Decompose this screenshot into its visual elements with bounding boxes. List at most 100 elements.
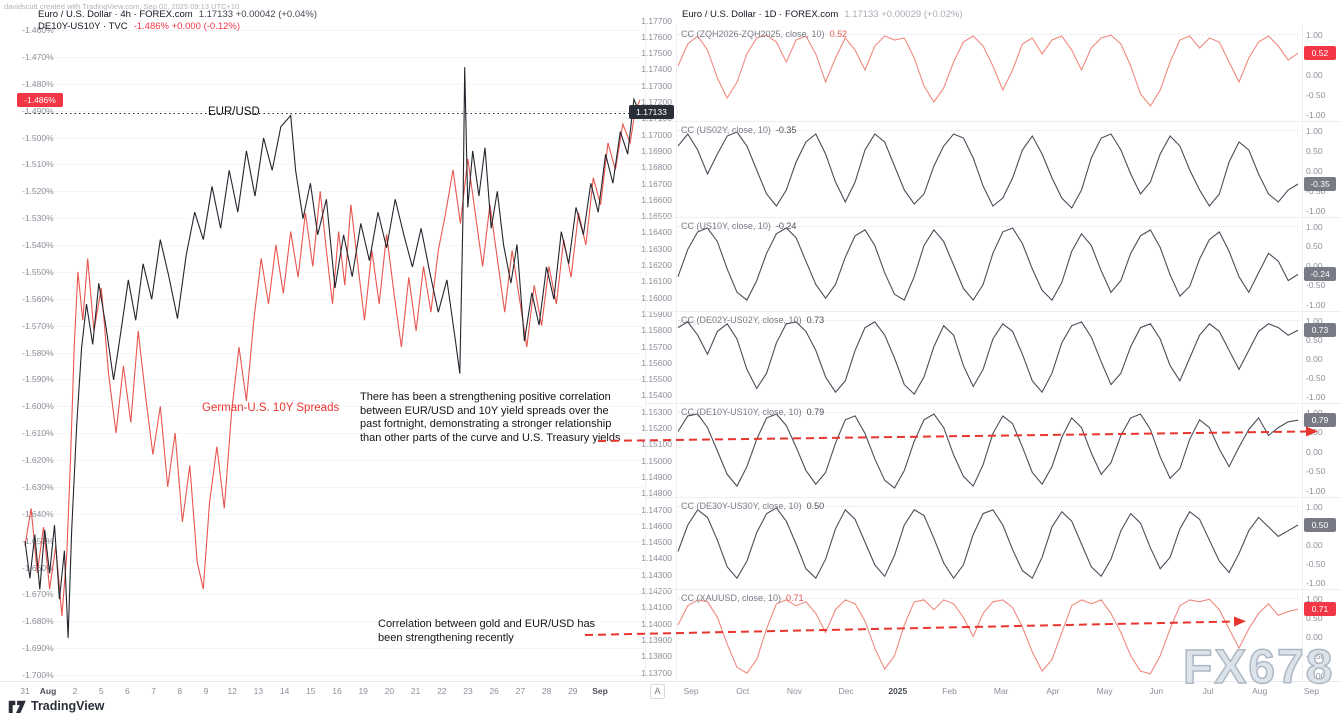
pane-scale-tick: 0.50 (1306, 334, 1323, 345)
pane-scale-tick: 1.00 (1306, 408, 1323, 418)
right-chart-legend[interactable]: Euro / U.S. Dollar · 1D · FOREX.com 1.171… (682, 9, 963, 21)
eurusd-series-line (24, 67, 641, 638)
right-price-tick: 1.16100 (641, 276, 672, 287)
panel-divider (645, 24, 646, 681)
right-price-tick: 1.15300 (641, 406, 672, 417)
pane-scale-tick: -0.50 (1306, 372, 1326, 383)
right-price-tick: 1.15700 (641, 341, 672, 352)
left-grid-line (25, 675, 643, 676)
left-time-tick: 13 (253, 686, 264, 696)
right-price-tick: 1.15900 (641, 308, 672, 319)
pane-value-badge: 0.73 (1304, 323, 1336, 338)
pane-top-grid-line (678, 412, 1300, 413)
left-grid-line (25, 433, 643, 435)
left-time-tick: Aug (39, 686, 57, 696)
correlation-series-line (677, 507, 1299, 580)
indicator-label-text: CC (DE10Y-US10Y, close, 10) (681, 407, 802, 417)
indicator-label-text: CC (DE02Y-US02Y, close, 10) (681, 315, 802, 325)
correlation-series-line (677, 131, 1299, 209)
left-time-tick: Sep (592, 686, 608, 696)
indicator-last-value: 0.79 (806, 407, 825, 417)
left-price-tick: -1.620% (22, 455, 54, 465)
correlation-pane-canvas-6[interactable] (677, 500, 1300, 588)
indicator-label: CC (DE10Y-US10Y, close, 10) 0.79 (681, 407, 824, 417)
left-price-tick: -1.520% (22, 186, 54, 197)
right-time-tick: Jun (1149, 686, 1164, 696)
pane-value-badge: 0.71 (1304, 602, 1336, 617)
left-grid-line (25, 164, 643, 166)
spreads-series-line (24, 99, 641, 616)
right-price-tick: 1.14900 (641, 471, 672, 482)
right-time-tick: Jul (1202, 686, 1214, 696)
pane-scale-tick: -0.50 (1306, 651, 1326, 662)
correlation-pane-canvas-4[interactable] (677, 314, 1300, 402)
correlation-series-line (677, 321, 1299, 395)
correlation-series-line (677, 413, 1299, 489)
pane-scale-tick: -0.50 (1306, 280, 1326, 290)
pane-separator (645, 217, 1341, 218)
left-grid-line (25, 352, 643, 354)
annotation-spreads-correlation: There has been a strengthening positive … (360, 391, 621, 444)
left-price-tick: -1.560% (22, 293, 54, 304)
pane-scale-tick: 0.50 (1306, 145, 1323, 156)
auto-scale-button[interactable]: A (650, 684, 665, 699)
left-grid-line (25, 83, 643, 85)
pane-scale-tick: -0.50 (1306, 466, 1326, 476)
left-time-tick: 29 (568, 686, 578, 696)
left-price-tick: -1.510% (22, 159, 54, 170)
correlation-pane-canvas-3[interactable] (677, 220, 1300, 310)
right-time-tick: Nov (786, 686, 802, 696)
left-grid-line (25, 486, 643, 488)
right-price-axis-border (676, 24, 677, 681)
left-grid-line (25, 460, 643, 461)
left-legend-row-eurusd: Euro / U.S. Dollar · 4h · FOREX.com 1.171… (38, 9, 317, 21)
indicator-label-text: CC (DE30Y-US30Y, close, 10) (681, 501, 802, 511)
left-time-tick: 2 (72, 686, 78, 696)
indicator-label: CC (US10Y, close, 10) -0.24 (681, 221, 796, 231)
left-price-tick: -1.630% (22, 481, 54, 492)
left-time-tick: 28 (541, 686, 552, 696)
pane-top-grid-line (678, 130, 1300, 131)
correlation-pane-canvas-1[interactable] (677, 28, 1300, 120)
pane-separator (645, 497, 1341, 498)
right-price-tick: 1.15200 (641, 423, 672, 433)
left-grid-line (25, 594, 643, 596)
right-price-tick: 1.13900 (641, 634, 672, 645)
correlation-pane-canvas-2[interactable] (677, 124, 1300, 216)
right-price-tick: 1.16300 (641, 243, 672, 254)
indicator-last-value: 0.50 (806, 501, 825, 511)
right-price-tick: 1.16800 (641, 162, 672, 173)
right-price-tick: 1.16700 (641, 178, 672, 189)
pane-value-badge: -0.35 (1304, 177, 1336, 191)
pane-scale-tick: -1.00 (1306, 205, 1326, 216)
pane-scale-tick: -1.00 (1306, 109, 1326, 120)
right-price-tick: 1.16600 (641, 194, 672, 205)
correlation-pane-canvas-7[interactable] (677, 592, 1300, 681)
pane-scale-tick: -1.00 (1306, 391, 1326, 402)
left-grid-line (25, 325, 643, 327)
correlation-pane-canvas-5[interactable] (677, 406, 1300, 496)
correlation-series-line (677, 227, 1299, 302)
left-grid-line (25, 30, 643, 31)
right-price-tick: 1.17700 (641, 15, 672, 26)
left-grid-line (25, 245, 643, 246)
left-price-tick: -1.460% (22, 25, 54, 35)
left-time-tick: 8 (177, 686, 183, 696)
indicator-label: CC (XAUUSD, close, 10) 0.71 (681, 593, 804, 603)
pane-scale-tick: -0.50 (1306, 89, 1326, 100)
left-price-tick: -1.470% (22, 51, 54, 62)
left-price-tick: -1.580% (22, 347, 54, 358)
left-chart-legend[interactable]: Euro / U.S. Dollar · 4h · FOREX.com 1.171… (38, 9, 317, 33)
pane-top-grid-line (678, 506, 1300, 507)
left-time-tick: 16 (332, 686, 342, 696)
pane-separator (645, 121, 1341, 122)
left-price-tick: -1.650% (22, 535, 54, 546)
left-time-tick: 14 (279, 686, 290, 696)
left-chart-canvas[interactable] (0, 0, 650, 722)
indicator-last-value: -0.24 (775, 221, 797, 231)
right-price-tick: 1.17600 (641, 31, 672, 42)
tradingview-logo[interactable]: TradingView (8, 699, 104, 713)
pane-scale-tick: 1.00 (1306, 221, 1323, 232)
time-axis-separator (0, 681, 1341, 682)
right-price-tick: 1.15100 (641, 439, 672, 450)
